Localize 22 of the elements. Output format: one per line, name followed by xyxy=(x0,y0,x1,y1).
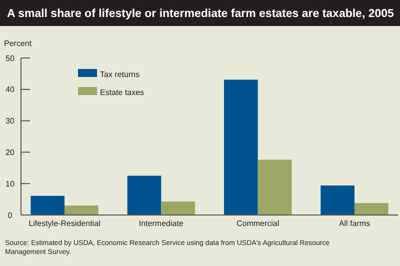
y-tick-label: 0 xyxy=(8,210,13,220)
legend-label: Tax returns xyxy=(100,70,140,79)
y-tick-label: 50 xyxy=(6,54,15,63)
x-tick-label: Lifestyle-Residential xyxy=(28,219,101,228)
bar xyxy=(224,80,258,215)
bar xyxy=(30,196,64,215)
bar xyxy=(161,202,195,215)
y-tick-label: 30 xyxy=(6,116,15,126)
y-axis-title: Percent xyxy=(4,39,32,48)
x-tick-label: Commercial xyxy=(236,219,280,228)
bar xyxy=(64,206,98,215)
legend-label: Estate taxes xyxy=(100,88,144,97)
y-tick-label: 40 xyxy=(6,85,15,94)
x-tick-label: All farms xyxy=(338,219,370,228)
bar xyxy=(127,176,162,215)
bar xyxy=(258,160,292,215)
x-tick-label: Intermediate xyxy=(138,219,184,228)
y-tick-label: 20 xyxy=(6,148,15,157)
y-tick-label: 10 xyxy=(6,179,15,188)
bar xyxy=(320,185,354,215)
chart-title: A small share of lifestyle or intermediate farm estates are taxable, 2005 xyxy=(7,8,395,20)
bar xyxy=(354,203,388,215)
